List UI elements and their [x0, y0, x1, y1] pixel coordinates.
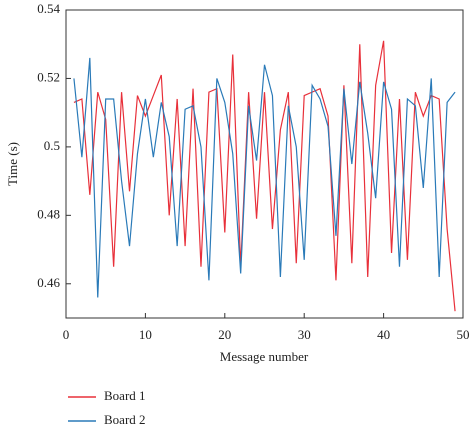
y-tick-label: 0.52: [37, 69, 60, 84]
y-axis-label: Time (s): [5, 142, 20, 186]
x-axis-label: Message number: [220, 349, 309, 364]
x-tick-label: 50: [457, 327, 470, 342]
x-tick-label: 0: [63, 327, 70, 342]
y-tick-label: 0.46: [37, 275, 60, 290]
y-tick-label: 0.5: [44, 138, 60, 153]
y-tick-label: 0.54: [37, 1, 60, 16]
x-tick-label: 10: [139, 327, 152, 342]
legend-label: Board 2: [104, 412, 146, 427]
x-tick-label: 40: [377, 327, 390, 342]
legend-label: Board 1: [104, 388, 146, 403]
x-tick-label: 30: [298, 327, 311, 342]
series-line: [73, 40, 456, 312]
plot-frame: [65, 9, 464, 319]
y-tick-label: 0.48: [37, 206, 60, 221]
series-line: [73, 57, 456, 298]
x-tick-label: 20: [218, 327, 231, 342]
